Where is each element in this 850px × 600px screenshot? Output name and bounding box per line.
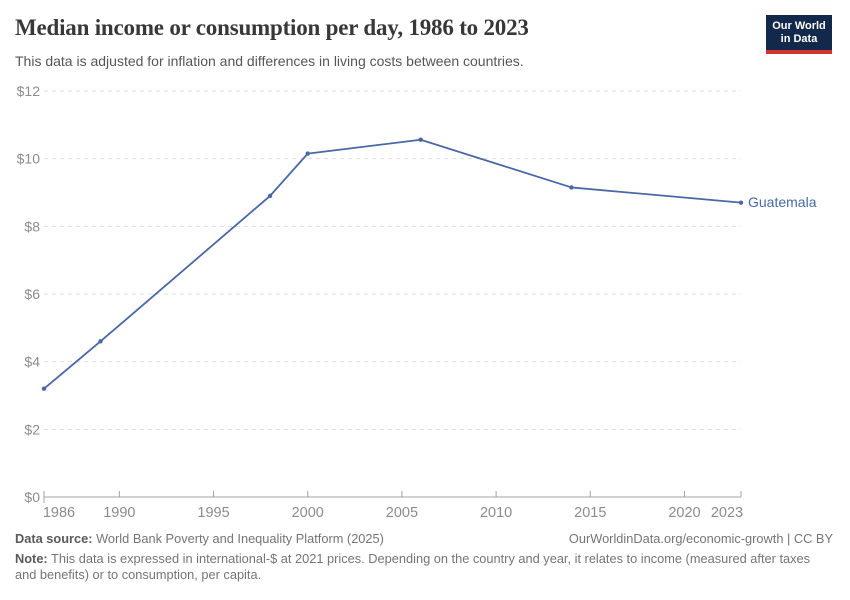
data-point[interactable] xyxy=(305,151,310,156)
x-axis-tick-label: 2010 xyxy=(480,505,512,521)
owid-logo[interactable]: Our World in Data xyxy=(766,15,832,54)
note-label: Note: xyxy=(15,551,48,566)
x-axis-tick-label: 2023 xyxy=(711,505,743,521)
x-axis-tick-label: 2000 xyxy=(292,505,324,521)
data-source-text: World Bank Poverty and Inequality Platfo… xyxy=(92,531,384,546)
data-line-guatemala[interactable] xyxy=(43,138,742,390)
x-axis-tick-label: 2020 xyxy=(668,505,700,521)
data-source-line: Data source: World Bank Poverty and Ineq… xyxy=(15,530,384,547)
line-chart-canvas[interactable]: $0 $2 $4 $6 $8 $10 $12 1986 1990 1995 2000 2005 2010… xyxy=(0,0,850,528)
chart-subtitle: This data is adjusted for inflation and … xyxy=(15,53,524,69)
data-source-label: Data source: xyxy=(15,531,93,546)
data-point[interactable] xyxy=(41,386,47,391)
note-text: This data is expressed in international-… xyxy=(15,551,811,582)
data-point[interactable] xyxy=(738,200,744,205)
x-axis-tick-label: 1986 xyxy=(43,505,75,521)
x-axis-tick-label: 2005 xyxy=(386,505,418,521)
x-axis-tick-label: 2015 xyxy=(574,505,606,521)
data-point[interactable] xyxy=(98,339,103,344)
y-axis-tick-label: $8 xyxy=(24,218,40,234)
y-axis-tick-label: $10 xyxy=(17,151,41,167)
y-axis-tick-label: $2 xyxy=(24,421,40,437)
page-title: Median income or consumption per day, 19… xyxy=(15,15,529,40)
y-axis-tick-label: $6 xyxy=(24,286,40,302)
chart-footer: Data source: World Bank Poverty and Ineq… xyxy=(15,530,833,583)
series-label-guatemala[interactable]: Guatemala xyxy=(748,194,817,210)
owid-logo-line1: Our World xyxy=(772,20,826,32)
data-point[interactable] xyxy=(418,137,423,142)
y-axis-tick-label: $4 xyxy=(24,354,40,370)
owid-logo-line2: in Data xyxy=(780,33,818,45)
y-axis-tick-label: $12 xyxy=(17,83,41,99)
data-point[interactable] xyxy=(569,185,574,190)
x-axis-tick-label: 1990 xyxy=(103,505,135,521)
note-line: Note: This data is expressed in internat… xyxy=(15,551,827,583)
data-point[interactable] xyxy=(267,193,273,199)
attribution-link[interactable]: OurWorldinData.org/economic-growth | CC … xyxy=(568,531,833,546)
y-axis-tick-label: $0 xyxy=(24,489,40,505)
x-axis-tick-label: 1995 xyxy=(197,505,229,521)
